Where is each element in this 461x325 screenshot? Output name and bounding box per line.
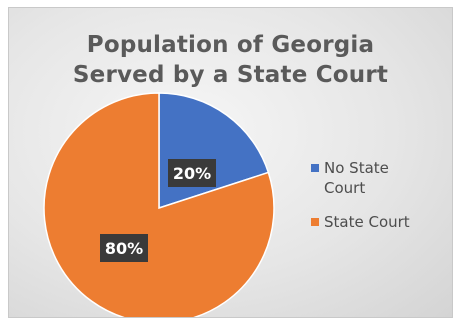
pie-slices	[43, 92, 275, 317]
chart-title: Population of Georgia Served by a State …	[9, 30, 452, 90]
data-label-text: 80%	[105, 239, 143, 258]
legend-item-state-court: State Court	[311, 212, 451, 232]
chart-card: Population of Georgia Served by a State …	[8, 7, 453, 318]
pie-chart: 20% 80%	[43, 92, 275, 317]
legend-swatch-no-state-court	[311, 164, 319, 172]
legend-label-no-state-court: No State Court	[324, 159, 389, 197]
legend-item-no-state-court: No State Court	[311, 158, 451, 198]
data-label-text: 20%	[173, 164, 211, 183]
chart-title-line-2: Served by a State Court	[72, 62, 389, 88]
legend-swatch-state-court	[311, 218, 319, 226]
data-label-no-state-court: 20%	[168, 159, 216, 187]
data-label-box	[168, 159, 216, 187]
chart-legend: No State Court State Court	[311, 158, 451, 246]
data-label-box	[100, 234, 148, 262]
pie-data-labels: 20% 80%	[100, 159, 216, 262]
legend-label-state-court: State Court	[324, 213, 410, 231]
chart-title-line-1: Population of Georgia	[86, 32, 375, 58]
data-label-state-court: 80%	[100, 234, 148, 262]
